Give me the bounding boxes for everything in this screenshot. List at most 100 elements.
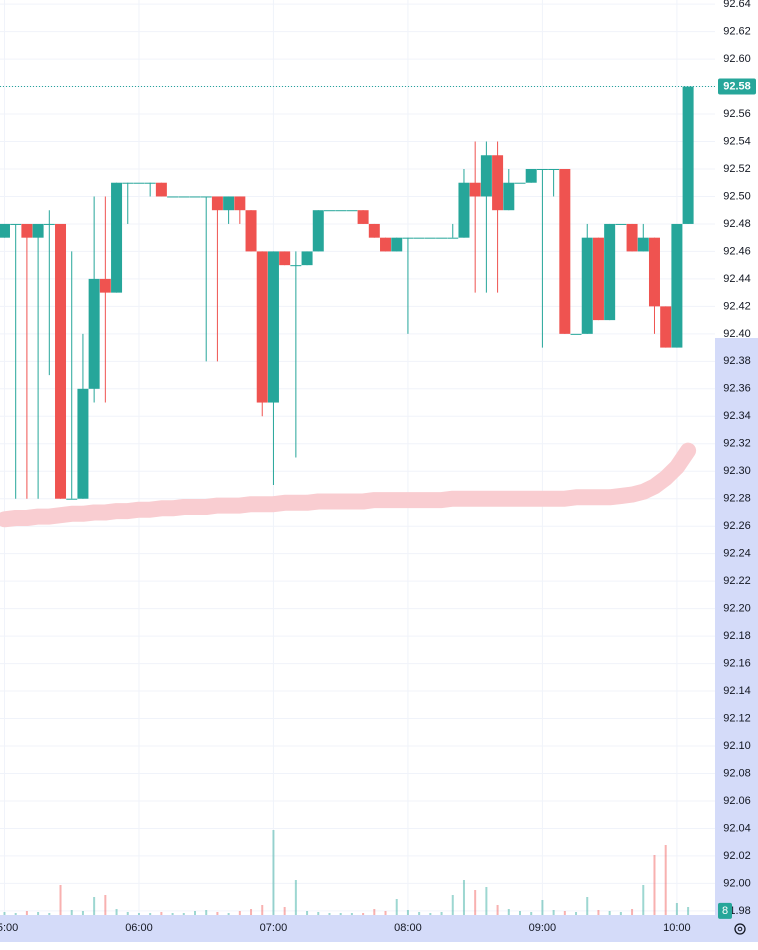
price-axis-highlight bbox=[715, 338, 758, 915]
candle-body bbox=[637, 237, 649, 252]
y-tick-label: 92.20 bbox=[723, 603, 751, 615]
volume-bar bbox=[687, 907, 690, 915]
volume-bar bbox=[115, 909, 118, 915]
y-tick-label: 92.62 bbox=[723, 26, 751, 38]
candle-body bbox=[167, 196, 179, 198]
y-tick-label: 92.50 bbox=[723, 190, 751, 202]
candle-body bbox=[111, 182, 123, 293]
candle-body bbox=[10, 223, 22, 225]
volume-bar bbox=[395, 899, 398, 915]
candle-body bbox=[155, 182, 167, 197]
candle-body bbox=[189, 196, 201, 198]
volume-bar bbox=[227, 913, 230, 915]
candle-body bbox=[223, 196, 235, 211]
candle-body bbox=[144, 182, 156, 184]
volume-bar bbox=[81, 911, 84, 915]
y-tick-label: 92.28 bbox=[723, 493, 751, 505]
volume-bar bbox=[619, 912, 622, 915]
y-tick-label: 92.22 bbox=[723, 575, 751, 587]
volume-bar bbox=[25, 911, 28, 915]
gear-icon bbox=[734, 923, 746, 935]
candle-body bbox=[55, 223, 67, 499]
candle-body bbox=[469, 182, 481, 197]
volume-bar bbox=[59, 885, 62, 915]
candle-layer bbox=[0, 86, 694, 500]
volume-bar bbox=[519, 911, 521, 915]
volume-bar bbox=[126, 912, 129, 915]
volume-bar bbox=[597, 910, 600, 915]
y-tick-label: 92.00 bbox=[723, 877, 751, 889]
candle-body bbox=[604, 223, 616, 321]
y-tick-label: 92.04 bbox=[723, 822, 751, 834]
candle-body bbox=[480, 155, 492, 197]
x-tick-label: 06:00 bbox=[125, 922, 153, 934]
volume-bar bbox=[328, 913, 331, 915]
gear-center bbox=[737, 926, 743, 932]
volume-bar bbox=[93, 897, 96, 915]
y-tick-label: 92.08 bbox=[723, 767, 751, 779]
candle-body bbox=[368, 223, 380, 238]
y-tick-label: 92.52 bbox=[723, 163, 751, 175]
candle-body bbox=[0, 223, 10, 238]
candle-body bbox=[323, 210, 335, 212]
candle-body bbox=[312, 210, 324, 252]
candle-body bbox=[200, 196, 212, 198]
candle-body bbox=[626, 223, 638, 252]
candle-body bbox=[88, 278, 100, 389]
x-tick-label: 10:00 bbox=[663, 922, 691, 934]
candle-body bbox=[559, 168, 571, 334]
candle-body bbox=[615, 223, 627, 225]
candle-body bbox=[77, 388, 89, 499]
y-tick-label: 92.38 bbox=[723, 355, 751, 367]
volume-bar bbox=[406, 910, 409, 915]
y-tick-label: 92.12 bbox=[723, 712, 751, 724]
volume-bar bbox=[462, 880, 465, 915]
candle-body bbox=[32, 223, 44, 238]
volume-bar bbox=[485, 887, 488, 915]
volume-bar bbox=[418, 912, 421, 915]
volume-bar bbox=[250, 909, 253, 915]
settings-button[interactable] bbox=[734, 923, 746, 935]
candle-body bbox=[648, 237, 660, 307]
volume-bar bbox=[350, 913, 353, 915]
y-tick-label: 92.42 bbox=[723, 300, 751, 312]
candle-body bbox=[525, 168, 537, 183]
y-tick-label: 92.40 bbox=[723, 328, 751, 340]
y-tick-label: 92.24 bbox=[723, 548, 751, 560]
candle-body bbox=[21, 223, 33, 238]
volume-bar bbox=[137, 913, 140, 915]
y-tick-label: 92.60 bbox=[723, 53, 751, 65]
candle-body bbox=[391, 237, 403, 252]
candle-body bbox=[671, 223, 683, 348]
volume-bar bbox=[149, 913, 152, 915]
candle-body bbox=[279, 251, 291, 266]
volume-bar bbox=[373, 909, 376, 915]
grid bbox=[0, 0, 715, 915]
volume-bar bbox=[664, 845, 667, 915]
candle-body bbox=[492, 155, 504, 211]
volume-bar bbox=[294, 880, 297, 915]
candle-body bbox=[256, 251, 268, 403]
y-tick-label: 92.32 bbox=[723, 438, 751, 450]
candle-body bbox=[66, 498, 78, 500]
candle-body bbox=[682, 86, 694, 224]
volume-bar bbox=[552, 910, 555, 915]
volume-bar bbox=[272, 830, 275, 915]
volume-bar bbox=[530, 912, 533, 915]
volume-bar bbox=[160, 912, 163, 915]
y-tick-label: 92.56 bbox=[723, 108, 751, 120]
candle-body bbox=[211, 196, 223, 211]
y-tick-label: 92.48 bbox=[723, 218, 751, 230]
candle-body bbox=[570, 333, 582, 335]
volume-bar bbox=[37, 912, 40, 915]
y-tick-label: 92.30 bbox=[723, 465, 751, 477]
candle-body bbox=[290, 265, 302, 267]
volume-bar bbox=[182, 913, 185, 915]
volume-bar bbox=[586, 897, 589, 915]
x-tick-label: 05:00 bbox=[0, 922, 18, 934]
y-tick-label: 92.54 bbox=[723, 135, 751, 147]
x-tick-label: 09:00 bbox=[529, 922, 557, 934]
volume-bar bbox=[362, 913, 365, 915]
